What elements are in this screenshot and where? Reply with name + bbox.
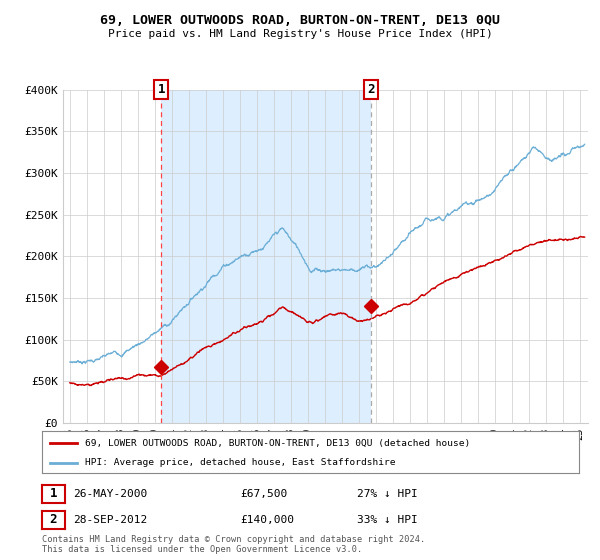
Text: 2: 2 <box>50 513 57 526</box>
Text: 27% ↓ HPI: 27% ↓ HPI <box>357 489 418 499</box>
Text: 26-MAY-2000: 26-MAY-2000 <box>73 489 148 499</box>
Text: £140,000: £140,000 <box>240 515 294 525</box>
Text: £67,500: £67,500 <box>240 489 287 499</box>
Bar <box>161 90 371 423</box>
Text: 2: 2 <box>367 83 375 96</box>
Text: 33% ↓ HPI: 33% ↓ HPI <box>357 515 418 525</box>
Text: 1: 1 <box>157 83 165 96</box>
Text: Price paid vs. HM Land Registry's House Price Index (HPI): Price paid vs. HM Land Registry's House … <box>107 29 493 39</box>
Text: 28-SEP-2012: 28-SEP-2012 <box>73 515 148 525</box>
Text: 1: 1 <box>50 487 57 501</box>
Text: 69, LOWER OUTWOODS ROAD, BURTON-ON-TRENT, DE13 0QU (detached house): 69, LOWER OUTWOODS ROAD, BURTON-ON-TRENT… <box>85 438 470 447</box>
Text: Contains HM Land Registry data © Crown copyright and database right 2024.
This d: Contains HM Land Registry data © Crown c… <box>42 535 425 554</box>
Text: HPI: Average price, detached house, East Staffordshire: HPI: Average price, detached house, East… <box>85 458 395 467</box>
Text: 69, LOWER OUTWOODS ROAD, BURTON-ON-TRENT, DE13 0QU: 69, LOWER OUTWOODS ROAD, BURTON-ON-TRENT… <box>100 14 500 27</box>
